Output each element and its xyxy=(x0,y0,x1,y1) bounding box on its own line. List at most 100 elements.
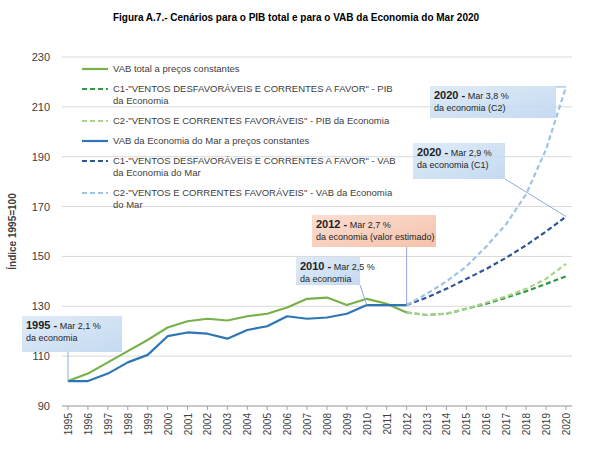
x-tick xyxy=(546,406,547,410)
x-tick-label: 2012 xyxy=(402,413,413,436)
annotation-connector xyxy=(360,285,367,305)
x-tick-label: 2010 xyxy=(362,413,373,436)
legend-label: C1-"VENTOS DESFAVORÁVEIS E CORRENTES A F… xyxy=(113,83,393,106)
x-tick xyxy=(506,406,507,410)
legend-label: C2-"VENTOS E CORRENTES FAVORÁVEIS" - PIB… xyxy=(113,115,390,126)
annotation-box xyxy=(430,86,556,118)
y-tick-label: 150 xyxy=(32,250,50,262)
x-tick xyxy=(207,406,208,410)
x-tick xyxy=(127,406,128,410)
annotation-text: da economia (valor estimado) xyxy=(316,232,435,242)
x-tick-label: 2016 xyxy=(481,413,492,436)
annotation-text: 2010 - Mar 2,5 % xyxy=(300,260,375,272)
x-tick xyxy=(287,406,288,410)
series-line xyxy=(407,264,566,315)
legend-swatch xyxy=(82,160,108,162)
x-tick xyxy=(386,406,387,410)
x-tick-label: 2009 xyxy=(342,413,353,436)
legend-label: VAB total a preços constantes xyxy=(113,63,240,74)
x-tick xyxy=(406,406,407,410)
x-tick-label: 2005 xyxy=(262,413,273,436)
legend-swatch xyxy=(82,88,108,90)
annotation-text: 2020 - Mar 3,8 % xyxy=(434,89,509,101)
annotation-text: 2012 - Mar 2,7 % xyxy=(316,218,391,230)
y-tick-label: 190 xyxy=(32,151,50,163)
x-tick xyxy=(466,406,467,410)
x-tick-label: 2020 xyxy=(561,413,572,436)
grid-line xyxy=(62,406,572,407)
x-tick xyxy=(267,406,268,410)
x-tick-label: 1995 xyxy=(63,413,74,436)
x-tick-label: 1997 xyxy=(103,413,114,436)
y-axis-label: Índice 1995=100 xyxy=(6,193,18,270)
annotation-connector xyxy=(68,352,69,381)
grid-line xyxy=(62,256,572,257)
x-tick-label: 2013 xyxy=(422,413,433,436)
title: Figura A.7.- Cenários para o PIB total e… xyxy=(113,12,480,23)
annotation-text: da economia (C1) xyxy=(417,160,489,170)
x-tick xyxy=(426,406,427,410)
x-tick xyxy=(68,406,69,410)
annotation-text: da economia (C2) xyxy=(434,103,506,113)
x-tick xyxy=(486,406,487,410)
legend-swatch xyxy=(82,192,108,194)
y-tick-label: 230 xyxy=(32,51,50,63)
x-tick-label: 1999 xyxy=(143,413,154,436)
x-tick xyxy=(167,406,168,410)
x-tick-label: 2002 xyxy=(202,413,213,436)
x-tick-label: 2014 xyxy=(441,413,452,436)
x-tick xyxy=(366,406,367,410)
y-tick-label: 130 xyxy=(32,300,50,312)
y-tick-label: 90 xyxy=(38,400,50,412)
legend-swatch xyxy=(82,140,108,142)
x-tick xyxy=(346,406,347,410)
x-tick xyxy=(247,406,248,410)
legend-label: C2-"VENTOS E CORRENTES FAVORÁVEIS" - VAB… xyxy=(113,187,393,210)
grid-line xyxy=(62,306,572,307)
x-tick-label: 2018 xyxy=(521,413,532,436)
annotation-connector xyxy=(406,247,407,305)
series-line xyxy=(407,87,566,305)
chart: Figura A.7.- Cenários para o PIB total e… xyxy=(0,0,592,451)
x-tick-label: 2001 xyxy=(183,413,194,436)
series-group xyxy=(68,87,566,381)
x-tick-label: 2007 xyxy=(302,413,313,436)
x-tick xyxy=(446,406,447,410)
x-tick-label: 2011 xyxy=(382,413,393,435)
x-tick xyxy=(107,406,108,410)
x-tick-label: 2004 xyxy=(242,413,253,436)
x-tick xyxy=(526,406,527,410)
legend-label: VAB da Economia do Mar a preços constant… xyxy=(113,135,310,146)
x-tick-label: 2019 xyxy=(541,413,552,436)
y-tick-label: 170 xyxy=(32,201,50,213)
x-tick xyxy=(566,406,567,410)
x-tick xyxy=(227,406,228,410)
annotation-text: da economia xyxy=(300,274,352,284)
x-tick-label: 2015 xyxy=(461,413,472,436)
x-tick xyxy=(307,406,308,410)
grid-line xyxy=(62,57,572,58)
legend-swatch xyxy=(82,68,108,70)
annotation-text: da economia xyxy=(26,333,78,343)
x-tick-label: 2003 xyxy=(222,413,233,436)
grid-line xyxy=(62,356,572,357)
legend-swatch xyxy=(82,120,108,122)
annotation-box xyxy=(22,316,122,352)
x-tick-label: 2006 xyxy=(282,413,293,436)
annotation-connector xyxy=(505,179,566,217)
x-tick-label: 1998 xyxy=(123,413,134,436)
annotation-text: 2020 - Mar 2,9 % xyxy=(417,146,492,158)
annotation-box xyxy=(312,215,436,247)
x-tick xyxy=(87,406,88,410)
x-tick-label: 2000 xyxy=(163,413,174,436)
legend-label: C1-"VENTOS DESFAVORÁVEIS E CORRENTES A F… xyxy=(113,155,396,178)
annotation-text: 1995 - Mar 2,1 % xyxy=(26,319,101,331)
x-axis xyxy=(62,406,572,407)
x-tick-label: 2017 xyxy=(501,413,512,436)
x-tick-label: 2008 xyxy=(322,413,333,436)
annotation-box xyxy=(413,143,505,179)
y-tick-label: 210 xyxy=(32,101,50,113)
x-tick-label: 1996 xyxy=(83,413,94,436)
x-tick xyxy=(326,406,327,410)
x-tick xyxy=(187,406,188,410)
